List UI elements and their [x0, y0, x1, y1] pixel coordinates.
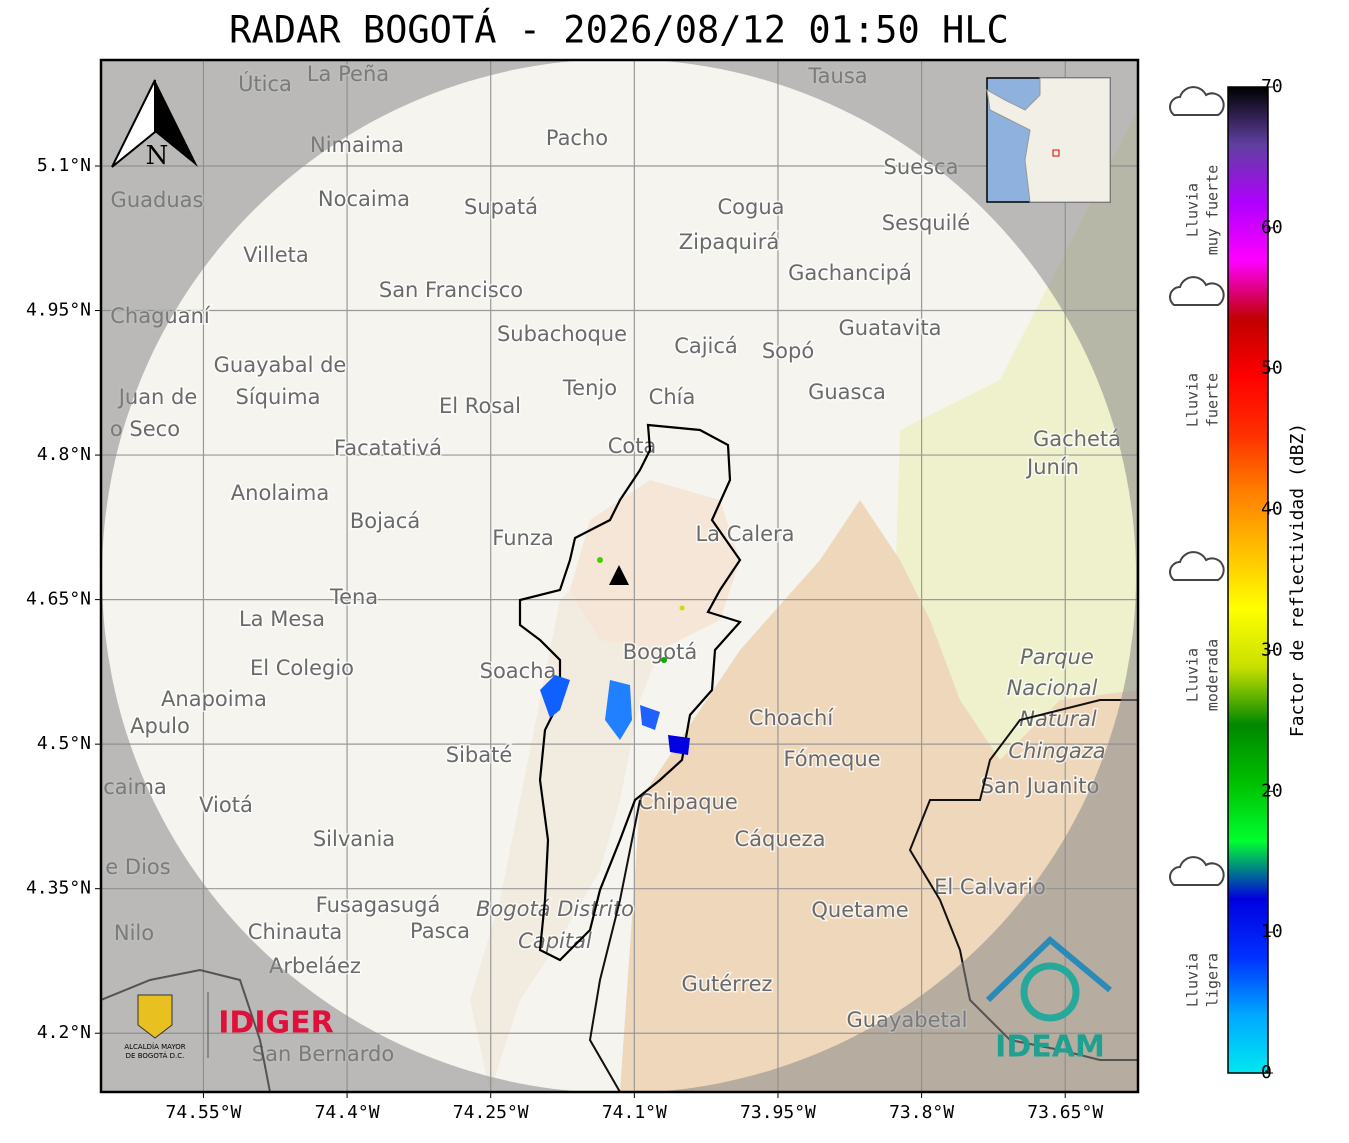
- north-label: N: [146, 141, 169, 171]
- colorbar-tick-label: 70: [1261, 76, 1283, 97]
- legend-label: Lluvia: [1184, 953, 1202, 1007]
- colorbar: [1227, 86, 1269, 1074]
- legend-label: ligera: [1204, 953, 1222, 1007]
- echo: [640, 705, 660, 730]
- north-arrow-right: [155, 80, 198, 167]
- y-tick-label: 4.8°N: [37, 444, 91, 465]
- x-tick-label: 74.4°W: [315, 1102, 380, 1123]
- alcaldia-text: DE BOGOTÁ D.C.: [126, 1051, 185, 1060]
- inset-map: [986, 77, 1111, 203]
- weather-icon: [1169, 856, 1225, 886]
- x-tick-label: 73.95°W: [740, 1102, 816, 1123]
- radar-echoes: [540, 557, 690, 755]
- colorbar-tick-label: 0: [1261, 1062, 1272, 1083]
- legend-label: fuerte: [1204, 373, 1222, 427]
- echo: [597, 557, 603, 563]
- echo: [540, 675, 570, 718]
- logo-ideam: IDEAM: [985, 935, 1112, 1065]
- ideam-swirl: [1020, 962, 1080, 1022]
- y-tick-label: 4.95°N: [26, 300, 91, 321]
- y-tick-label: 4.5°N: [37, 733, 91, 754]
- logo-alcaldia: ALCALDÍA MAYOR DE BOGOTÁ D.C. IDIGER: [124, 992, 334, 1060]
- map: La PeñaÚticaTausaPachoNimaimaGuaduasNoca…: [101, 60, 1138, 1092]
- colorbar-tick-label: 60: [1261, 217, 1283, 238]
- alcaldia-text: ALCALDÍA MAYOR: [124, 1042, 185, 1051]
- legend-label: Lluvia: [1184, 183, 1202, 237]
- colorbar-label: Factor de reflectividad (dBZ): [1287, 423, 1308, 737]
- weather-icon: [1169, 86, 1225, 116]
- x-tick-label: 73.8°W: [889, 1102, 954, 1123]
- legend-label: Lluvia: [1184, 648, 1202, 702]
- y-tick-label: 4.65°N: [26, 589, 91, 610]
- echo: [679, 605, 685, 611]
- legend-label: Lluvia: [1184, 373, 1202, 427]
- weather-icon: [1169, 276, 1225, 306]
- colorbar-tick-label: 40: [1261, 499, 1283, 520]
- inset-land: [986, 77, 1111, 203]
- colorbar-tick-label: 30: [1261, 639, 1283, 660]
- echo: [661, 657, 667, 663]
- legend-label: moderada: [1204, 639, 1222, 711]
- x-tick-label: 73.65°W: [1027, 1102, 1103, 1123]
- logo-idiger: IDIGER: [218, 1006, 333, 1041]
- colorbar-tick-label: 10: [1261, 921, 1283, 942]
- legend-label: muy fuerte: [1204, 165, 1222, 255]
- radar-site: [609, 565, 629, 585]
- echo: [605, 680, 632, 740]
- map-frame: [99, 58, 1140, 1094]
- x-tick-label: 74.1°W: [602, 1102, 667, 1123]
- inset-locator: [1052, 149, 1060, 157]
- x-tick-label: 74.25°W: [453, 1102, 529, 1123]
- x-tick-label: 74.55°W: [166, 1102, 242, 1123]
- logo-ideam-text: IDEAM: [995, 1030, 1105, 1065]
- echo: [668, 735, 690, 755]
- colorbar-tick-label: 20: [1261, 780, 1283, 801]
- alcaldia-shield: [137, 994, 173, 1039]
- y-tick-label: 4.2°N: [37, 1022, 91, 1043]
- north-arrow: N: [111, 79, 198, 171]
- title: RADAR BOGOTÁ - 2026/08/12 01:50 HLC: [229, 8, 1009, 52]
- ideam-roof: [985, 935, 1112, 1003]
- y-tick-label: 4.35°N: [26, 878, 91, 899]
- y-tick-label: 5.1°N: [37, 155, 91, 176]
- weather-icon: [1169, 551, 1225, 581]
- colorbar-tick-label: 50: [1261, 358, 1283, 379]
